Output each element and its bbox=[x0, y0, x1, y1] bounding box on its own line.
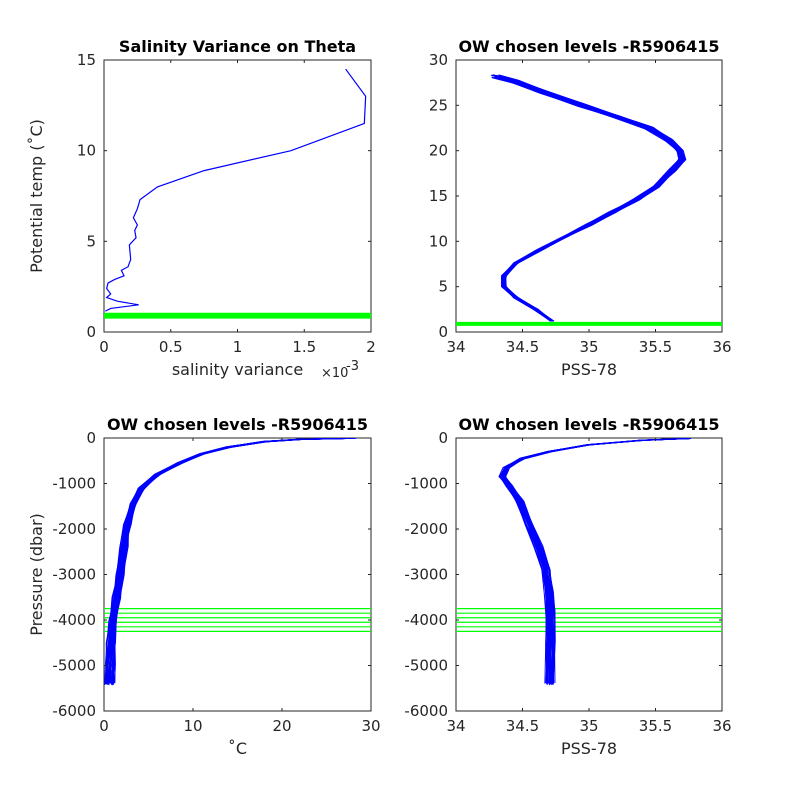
chart-panel-4: 34 34.5 35 35.5 36 -6000 -5000 -4000 -3000 -2000 -… bbox=[404, 415, 731, 758]
x-tick-label: 34.5 bbox=[506, 338, 539, 356]
y-tick-label: 15 bbox=[77, 51, 96, 69]
chart-panel-2: 34 34.5 35 35.5 36 0 5 10 15 20 25 30 OW chosen leve… bbox=[429, 37, 732, 379]
y-tick-label: -1000 bbox=[52, 475, 96, 493]
x-tick-label: 0 bbox=[99, 717, 109, 735]
y-tick-label: -6000 bbox=[52, 702, 96, 720]
y-tick-label: -1000 bbox=[404, 475, 448, 493]
y-tick-label: 10 bbox=[429, 232, 448, 250]
y-tick-label: -5000 bbox=[52, 657, 96, 675]
x-tick-label: 20 bbox=[272, 717, 291, 735]
y-tick-label: 15 bbox=[429, 187, 448, 205]
y-tick-label: 10 bbox=[77, 142, 96, 160]
y-tick-label: 5 bbox=[86, 232, 96, 250]
series-line bbox=[496, 75, 684, 322]
x-exponent-label: ×10 bbox=[321, 366, 348, 381]
y-tick-label: -3000 bbox=[52, 566, 96, 584]
x-tick-label: 0.5 bbox=[159, 338, 183, 356]
x-tick-label: 35.5 bbox=[639, 717, 672, 735]
y-tick-label: 0 bbox=[86, 323, 96, 341]
y-tick-label: 0 bbox=[438, 429, 448, 447]
x-tick-label: 34 bbox=[446, 338, 465, 356]
plot-area bbox=[455, 59, 723, 333]
chart-panel-3: 0 10 20 30 -6000 -5000 -4000 -3000 -2000 -1000 0 OW… bbox=[27, 415, 381, 758]
chart-title: OW chosen levels -R5906415 bbox=[458, 37, 719, 56]
x-tick-label: 1.5 bbox=[292, 338, 316, 356]
series-line bbox=[500, 75, 687, 322]
y-tick-label: -3000 bbox=[404, 566, 448, 584]
x-tick-label: 35.5 bbox=[639, 338, 672, 356]
y-tick-label: 30 bbox=[429, 51, 448, 69]
x-tick-label: 30 bbox=[361, 717, 380, 735]
y-tick-label: -2000 bbox=[52, 520, 96, 538]
y-tick-label: 0 bbox=[86, 429, 96, 447]
x-tick-label: 36 bbox=[712, 717, 731, 735]
x-axis-label: PSS-78 bbox=[561, 360, 617, 379]
series-line bbox=[105, 68, 367, 312]
plot-area bbox=[455, 437, 723, 712]
y-tick-label: 5 bbox=[438, 278, 448, 296]
x-tick-label: 35 bbox=[579, 717, 598, 735]
x-tick-label: 2 bbox=[366, 338, 376, 356]
x-tick-label: 35 bbox=[579, 338, 598, 356]
chart-title: Salinity Variance on Theta bbox=[119, 37, 356, 56]
x-tick-label: 10 bbox=[183, 717, 202, 735]
x-tick-label: 34.5 bbox=[506, 717, 539, 735]
chart-panel-1: 0 0.5 1 1.5 2 0 5 10 15 Salinity Variance on Thet… bbox=[27, 37, 376, 381]
x-axis-label: salinity variance bbox=[172, 360, 303, 379]
x-axis-label: ˚C bbox=[228, 739, 247, 758]
y-axis-label: Pressure (dbar) bbox=[27, 513, 46, 636]
y-tick-label: -5000 bbox=[404, 657, 448, 675]
y-tick-label: -6000 bbox=[404, 702, 448, 720]
series-line bbox=[501, 438, 689, 684]
y-tick-label: 25 bbox=[429, 96, 448, 114]
series-line bbox=[504, 438, 691, 685]
y-tick-label: -2000 bbox=[404, 520, 448, 538]
chart-title: OW chosen levels -R5906415 bbox=[458, 415, 719, 434]
x-tick-label: 36 bbox=[712, 338, 731, 356]
x-tick-label: 0 bbox=[99, 338, 109, 356]
y-tick-label: -4000 bbox=[52, 611, 96, 629]
x-exponent: -3 bbox=[346, 359, 359, 374]
x-tick-label: 1 bbox=[233, 338, 243, 356]
y-tick-label: -4000 bbox=[404, 611, 448, 629]
y-tick-label: 20 bbox=[429, 142, 448, 160]
plot-area bbox=[103, 59, 372, 333]
x-axis-label: PSS-78 bbox=[561, 739, 617, 758]
y-tick-label: 0 bbox=[438, 323, 448, 341]
x-tick-label: 34 bbox=[446, 717, 465, 735]
chart-title: OW chosen levels -R5906415 bbox=[107, 415, 368, 434]
plot-area bbox=[103, 437, 372, 712]
series-line bbox=[107, 438, 356, 684]
y-axis-label: Potential temp (˚C) bbox=[27, 119, 46, 273]
